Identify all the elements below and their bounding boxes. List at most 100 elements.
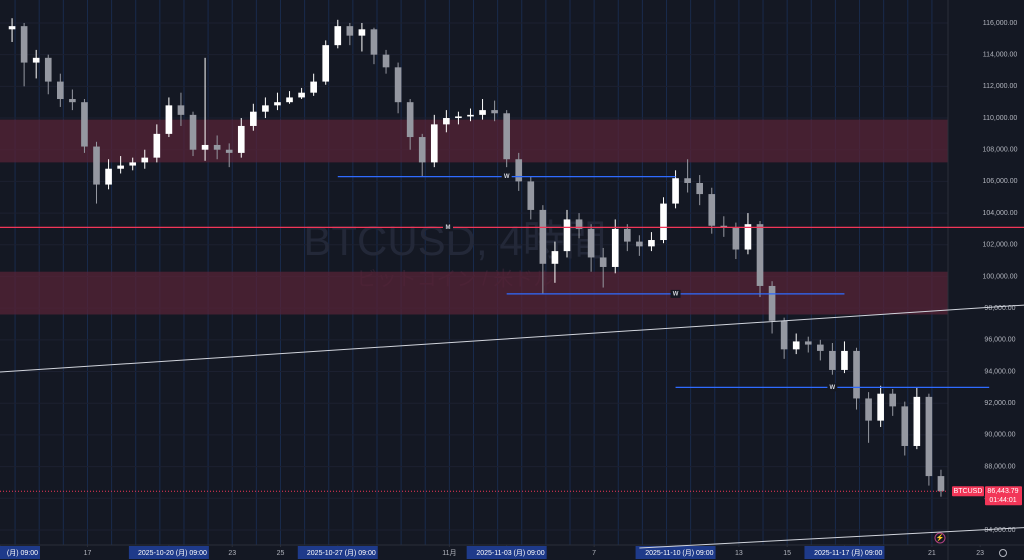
candle-body <box>672 178 679 204</box>
axes: 84,000.0086,000.0088,000.0090,000.0092,0… <box>0 20 1018 559</box>
last-price-tag-bg <box>985 486 1022 506</box>
x-tick-label: 2025-10-20 (月) 09:00 <box>138 549 207 557</box>
y-tick-label: 98,000.00 <box>984 305 1015 312</box>
level-label: M <box>446 225 451 231</box>
level-label-bg <box>670 289 681 298</box>
candle-body <box>648 240 655 247</box>
candle-body <box>165 105 173 134</box>
candle-body <box>129 162 137 166</box>
candle-body <box>467 114 474 117</box>
candle-body <box>346 26 354 36</box>
y-tick-label: 116,000.00 <box>983 20 1018 27</box>
candle-body <box>768 285 776 321</box>
x-tick-label: 17 <box>84 550 92 557</box>
candle-body <box>406 102 414 138</box>
candle-body <box>937 476 945 492</box>
candle-body <box>153 133 161 158</box>
x-tick-label: 23 <box>228 550 236 557</box>
candle-body <box>708 194 716 226</box>
candle-body <box>69 99 76 103</box>
candle-body <box>780 320 788 350</box>
x-tick-highlight <box>0 546 40 559</box>
y-tick-label: 112,000.00 <box>983 83 1018 90</box>
candle-body <box>370 29 378 55</box>
candle-body <box>539 209 547 264</box>
candle-body <box>527 181 535 210</box>
candle-body <box>841 350 848 370</box>
candle-body <box>599 257 607 267</box>
candle-body <box>20 26 28 63</box>
candle-body <box>418 137 426 163</box>
countdown: 01:44:01 <box>989 497 1016 504</box>
candle-body <box>925 396 933 477</box>
candle-body <box>201 144 209 150</box>
candle-body <box>479 110 486 115</box>
x-tick-label: 23 <box>976 550 984 557</box>
x-tick-highlight <box>128 546 209 559</box>
y-tick-label: 106,000.00 <box>982 178 1017 185</box>
candle-body <box>189 114 197 150</box>
candle-body <box>8 26 16 30</box>
candle-body <box>792 341 800 350</box>
candle-body <box>853 350 860 399</box>
y-tick-label: 110,000.00 <box>983 115 1018 122</box>
plot <box>0 18 948 497</box>
x-tick-label: 15 <box>783 550 791 557</box>
candle-body <box>177 105 185 115</box>
candle-body <box>443 118 450 125</box>
y-tick-label: 90,000.00 <box>984 432 1015 439</box>
x-tick-label: 2025-11-17 (月) 09:00 <box>814 549 882 557</box>
candle-body <box>877 393 884 421</box>
y-tick-label: 100,000.00 <box>982 273 1017 280</box>
candle-body <box>865 398 872 421</box>
y-tick-label: 96,000.00 <box>984 337 1015 344</box>
candle-body <box>720 225 728 228</box>
candle-body <box>636 241 643 247</box>
candle-body <box>382 54 390 68</box>
candle-body <box>756 224 764 286</box>
candle-body <box>660 203 667 241</box>
settings-icon[interactable] <box>999 549 1007 557</box>
last-price-tag: 86,443.79 <box>987 488 1018 495</box>
candle-body <box>491 110 498 114</box>
candle-body <box>515 159 523 182</box>
y-tick-label: 88,000.00 <box>984 463 1015 470</box>
x-tick-highlight <box>297 546 378 559</box>
y-tick-label: 104,000.00 <box>982 210 1017 217</box>
candle-body <box>829 350 836 370</box>
candle-body <box>503 113 510 160</box>
x-tick-highlight <box>466 546 547 559</box>
candle-body <box>81 102 88 147</box>
alert-icon[interactable] <box>934 532 946 544</box>
y-tick-label: 84,000.00 <box>984 527 1015 534</box>
candle-body <box>237 125 245 153</box>
candle-body <box>817 344 824 351</box>
x-tick-highlight <box>635 546 716 559</box>
x-tick-label: 2025-10-27 (月) 09:00 <box>307 549 376 557</box>
x-tick-label: 25 <box>277 550 285 557</box>
candle-body <box>44 57 52 82</box>
candle-body <box>262 105 269 112</box>
candle-body <box>310 81 317 93</box>
candle-body <box>358 29 366 36</box>
candle-body <box>298 92 305 98</box>
candle-body <box>141 157 149 163</box>
x-tick-label: (月) 09:00 <box>7 549 38 557</box>
y-tick-label: 92,000.00 <box>984 400 1015 407</box>
candle-body <box>117 165 124 169</box>
level-label: W <box>504 174 510 180</box>
x-tick-label: 7 <box>592 550 596 557</box>
symbol-tag-bg <box>952 486 984 497</box>
candle-body <box>455 116 462 119</box>
trendline <box>0 304 1024 373</box>
candle-body <box>57 81 64 100</box>
candle-body <box>575 219 583 229</box>
x-tick-label: 2025-11-03 (月) 09:00 <box>476 549 544 557</box>
candle-body <box>394 67 402 103</box>
level-label: W <box>673 291 679 297</box>
x-tick-label: 21 <box>928 550 936 557</box>
candle-body <box>684 178 691 183</box>
level-label: W <box>830 385 836 391</box>
